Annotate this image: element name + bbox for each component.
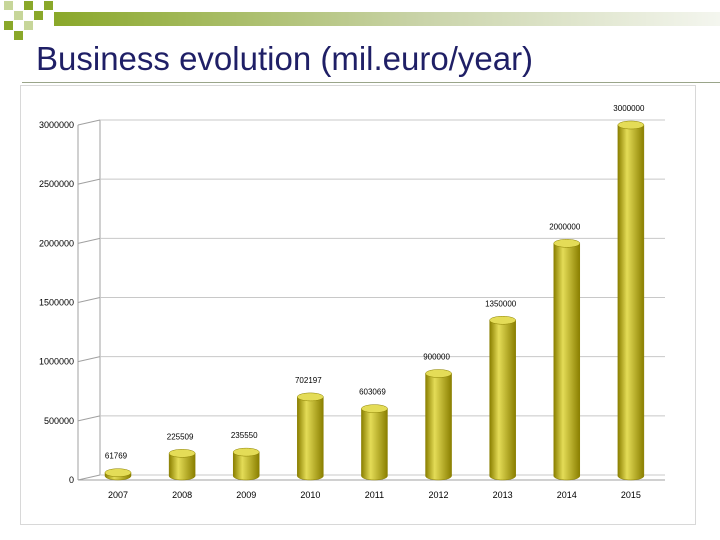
gridline-diagonal (77, 297, 101, 303)
decor-square (4, 1, 13, 10)
decor-square (34, 11, 43, 20)
decor-square (44, 1, 53, 10)
data-label: 2000000 (549, 222, 581, 231)
title-divider (22, 82, 720, 83)
bar-top (553, 239, 581, 248)
bar-top (168, 449, 196, 458)
x-tick-label: 2014 (557, 490, 577, 500)
decor-square (4, 21, 13, 30)
bar-body (232, 451, 260, 481)
data-label: 225509 (167, 432, 194, 441)
bar-2013 (489, 316, 516, 481)
x-tick-label: 2011 (365, 490, 384, 500)
x-tick-label: 2008 (172, 490, 192, 500)
labels-layer: 0 500000 1000000 1500000 2000000 2500000 30000… (39, 104, 645, 500)
gridline-diagonal (77, 474, 101, 481)
data-label: 3000000 (613, 104, 645, 113)
bar-body (489, 320, 516, 481)
data-label: 61769 (105, 452, 128, 461)
bar-top (425, 369, 452, 378)
bar-body (168, 453, 196, 481)
data-label: 235550 (231, 431, 258, 440)
decor-square (24, 1, 33, 10)
y-tick-label: 500000 (44, 416, 74, 426)
bar-top (104, 468, 132, 477)
bar-2007 (104, 468, 132, 481)
x-tick-label: 2013 (493, 490, 513, 500)
gridline-diagonal (77, 237, 101, 244)
y-tick-label: 2000000 (39, 238, 74, 248)
bar-body (553, 243, 581, 481)
y-tick-label: 1000000 (39, 357, 74, 367)
decor-square (24, 21, 33, 30)
bar-body (617, 124, 645, 481)
bar-top (232, 447, 260, 457)
bar-2014 (553, 239, 581, 481)
bar-body (425, 373, 452, 481)
chart-area (20, 85, 696, 525)
gridline-diagonal (77, 415, 101, 422)
data-label: 900000 (423, 353, 450, 362)
bar-top (617, 120, 645, 130)
gridline-diagonal (77, 119, 101, 126)
x-tick-label: 2010 (300, 490, 320, 500)
bar-top (361, 404, 388, 413)
header-decoration (4, 1, 720, 40)
bar-body (361, 408, 388, 481)
bar-2010 (297, 392, 324, 481)
y-tick-label: 0 (69, 475, 74, 485)
decor-square (14, 11, 23, 20)
bar-2011 (361, 404, 388, 481)
bar-2009 (232, 447, 260, 481)
x-tick-label: 2012 (429, 490, 449, 500)
bar-top (297, 392, 324, 402)
data-label: 603069 (359, 388, 386, 397)
bar-2008 (168, 449, 196, 481)
gridline-diagonal (77, 356, 101, 363)
x-tick-label: 2015 (621, 490, 641, 500)
x-tick-label: 2009 (236, 490, 256, 500)
x-tick-label: 2007 (108, 490, 128, 500)
data-label: 1350000 (485, 299, 517, 308)
y-tick-label: 2500000 (39, 179, 74, 189)
bar-2012 (425, 369, 452, 481)
slide-title: Business evolution (mil.euro/year) (36, 40, 534, 77)
y-tick-label: 3000000 (39, 120, 74, 130)
bars-layer (104, 120, 645, 481)
bar-body (297, 396, 324, 481)
bar-2015 (617, 120, 645, 481)
gridline-diagonal (77, 178, 101, 185)
decor-band (54, 12, 720, 26)
y-tick-label: 1500000 (39, 298, 74, 308)
bar-top (489, 316, 516, 325)
decor-square (14, 31, 23, 40)
data-label: 702197 (295, 376, 322, 385)
